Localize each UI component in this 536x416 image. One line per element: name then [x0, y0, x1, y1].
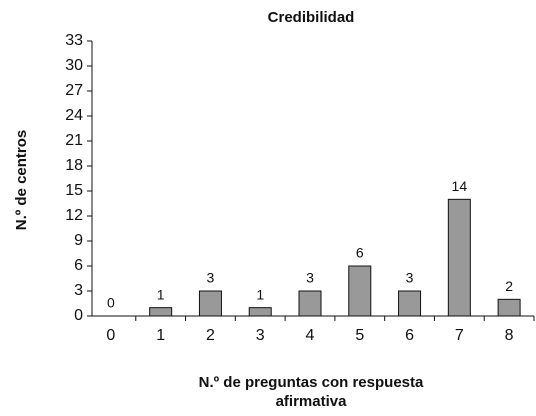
y-tick-label: 24: [65, 107, 83, 124]
bar: [497, 298, 521, 317]
x-tick-label: 5: [355, 327, 364, 344]
data-label: 0: [107, 295, 115, 311]
y-tick-label: 6: [74, 257, 83, 274]
bar: [398, 290, 422, 317]
bar: [447, 198, 471, 317]
bar: [198, 290, 222, 317]
data-label: 3: [306, 270, 314, 286]
bar: [348, 265, 372, 317]
y-tick-label: 21: [65, 132, 83, 149]
data-label: 1: [157, 286, 165, 302]
x-tick-label: 8: [505, 327, 514, 344]
x-axis-label: afirmativa: [276, 393, 348, 410]
x-tick-label: 7: [455, 327, 464, 344]
data-label: 14: [452, 178, 468, 194]
x-tick-label: 1: [156, 327, 165, 344]
data-label: 1: [256, 286, 264, 302]
data-label: 3: [406, 270, 414, 286]
x-tick-label: 4: [306, 327, 315, 344]
x-tick-label: 0: [106, 327, 115, 344]
data-label: 2: [505, 278, 513, 294]
y-tick-label: 9: [74, 232, 83, 249]
bar: [248, 307, 272, 317]
y-tick-label: 0: [74, 307, 83, 324]
x-tick-label: 3: [256, 327, 265, 344]
x-tick-label: 2: [206, 327, 215, 344]
y-tick-label: 3: [74, 282, 83, 299]
data-label: 3: [207, 270, 215, 286]
y-tick-label: 15: [65, 182, 83, 199]
chart-title: Credibilidad: [268, 9, 355, 26]
bar: [149, 307, 173, 317]
bar: [298, 290, 322, 317]
x-tick-label: 6: [405, 327, 414, 344]
y-axis-label: N.º de centros: [13, 130, 30, 231]
y-tick-label: 30: [65, 57, 83, 74]
y-tick-label: 18: [65, 157, 83, 174]
y-tick-label: 27: [65, 82, 83, 99]
data-label: 6: [356, 245, 364, 261]
x-axis-label: N.º de preguntas con respuesta: [199, 374, 424, 391]
y-tick-label: 12: [65, 207, 83, 224]
y-tick-label: 33: [65, 32, 83, 49]
